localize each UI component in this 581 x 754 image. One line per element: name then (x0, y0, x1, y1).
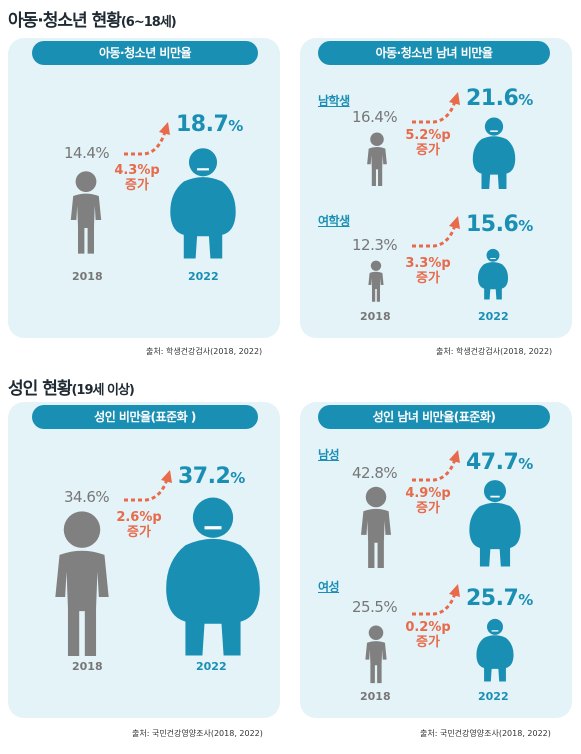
adult-year-old: 2018 (72, 660, 103, 673)
boys-arrow-icon (412, 92, 460, 124)
adult-total-header: 성인 비만율(표준화 ) (32, 405, 258, 429)
boys-old-value: 16.4% (352, 108, 398, 126)
youth-new-value: 18.7% (176, 112, 243, 137)
boy-slim-icon (367, 132, 387, 187)
person-slim-icon (70, 171, 102, 254)
adult-delta: 2.6%p 증가 (116, 510, 162, 540)
youth-arrow-icon (124, 122, 170, 156)
adult-gender-header: 성인 남녀 비만율(표준화) (318, 405, 550, 429)
women-delta: 0.2%p 증가 (405, 620, 451, 650)
man-obese-icon (469, 480, 521, 567)
adult-new-value: 37.2% (178, 464, 245, 489)
women-old-value: 25.5% (352, 598, 398, 616)
adult-old-value: 34.6% (64, 488, 110, 506)
adult-year-new: 2022 (196, 660, 227, 673)
boys-delta: 5.2%p 증가 (405, 128, 451, 158)
person-obese-icon (170, 148, 236, 259)
youth-source-right: 출처: 학생건강검사(2018, 2022) (436, 347, 553, 356)
women-arrow-icon (412, 584, 460, 616)
youth-source-left: 출처: 학생건강검사(2018, 2022) (146, 347, 263, 356)
girls-delta: 3.3%p 증가 (405, 256, 451, 286)
girls-label: 여학생 (318, 214, 350, 228)
youth-gender-panel (300, 38, 572, 338)
women-new-value: 25.7% (466, 586, 533, 611)
adult-source-left: 출처: 국민건강영양조사(2018, 2022) (132, 729, 263, 738)
girls-old-value: 12.3% (352, 236, 398, 254)
girls-arrow-icon (412, 216, 460, 248)
adult-obese-icon (166, 497, 260, 656)
youth-total-header: 아동·청소년 비만율 (32, 41, 258, 65)
man-slim-icon (361, 486, 391, 568)
youth-section-title: 아동·청소년 현황(6~18세) (8, 11, 177, 31)
adult-source-right: 출처: 국민건강영양조사(2018, 2022) (420, 729, 551, 738)
boys-label: 남학생 (318, 94, 350, 108)
men-arrow-icon (412, 450, 460, 482)
women-year-new: 2022 (478, 690, 509, 703)
boys-new-value: 21.6% (466, 86, 533, 111)
year-old-label: 2018 (72, 270, 103, 283)
girl-obese-icon (477, 248, 509, 300)
girls-year-old: 2018 (360, 310, 391, 323)
adult-section-title: 성인 현황(19세 이상) (8, 379, 135, 399)
girl-slim-icon (368, 260, 384, 302)
girls-year-new: 2022 (478, 310, 509, 323)
girls-new-value: 15.6% (466, 212, 533, 237)
youth-gender-header: 아동·청소년 남녀 비만율 (318, 41, 550, 65)
men-delta: 4.9%p 증가 (405, 486, 451, 516)
women-label: 여성 (318, 580, 340, 594)
youth-delta: 4.3%p 증가 (114, 163, 160, 193)
boy-obese-icon (472, 117, 516, 189)
youth-old-value: 14.4% (64, 144, 110, 162)
year-new-label: 2022 (188, 270, 219, 283)
adult-arrow-icon (124, 470, 172, 502)
men-label: 남성 (318, 448, 340, 462)
women-year-old: 2018 (360, 690, 391, 703)
youth-total-panel (8, 38, 280, 338)
adult-slim-icon (55, 511, 109, 656)
men-new-value: 47.7% (466, 450, 533, 475)
men-old-value: 42.8% (352, 464, 398, 482)
adult-gender-panel (300, 402, 572, 718)
woman-slim-icon (365, 625, 387, 684)
woman-obese-icon (476, 618, 514, 682)
